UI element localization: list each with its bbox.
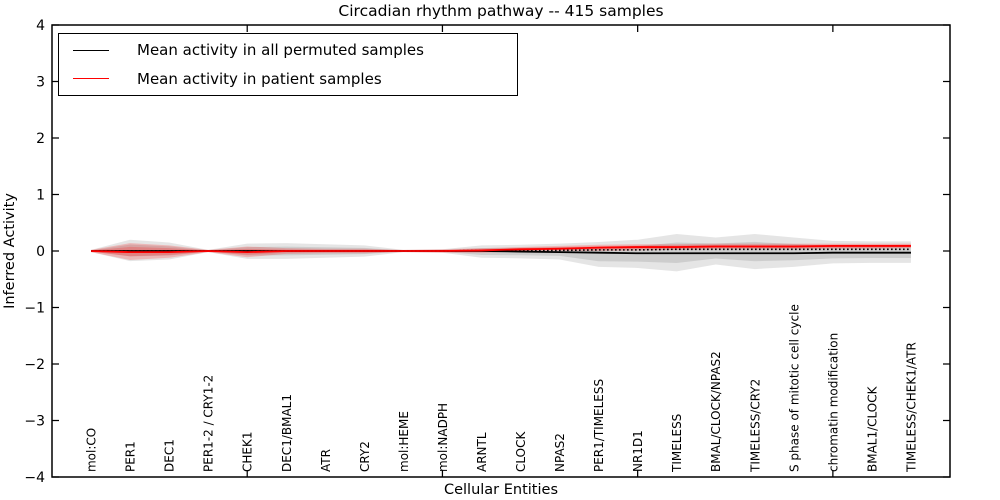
tick-label-layer: −4 −3 −2 −1 0 1 2 3 4 [24, 18, 45, 486]
entity-label: NR1D1 [631, 430, 645, 472]
entity-label: ARNTL [475, 432, 489, 472]
y-tick-label: −3 [24, 414, 45, 430]
entity-label: PER1/TIMELESS [592, 379, 606, 472]
entity-label-layer: mol:CO PER1 DEC1 PER1-2 / CRY1-2 CHEK1 DEC1/B… [85, 304, 919, 473]
y-tick-label: 1 [36, 188, 45, 204]
entity-label: mol:HEME [397, 411, 411, 472]
entity-label: ATR [319, 449, 333, 472]
entity-label: mol:CO [85, 428, 99, 472]
entity-label: chromatin modification [826, 333, 840, 472]
entity-label: DEC1 [163, 439, 177, 472]
entity-label: DEC1/BMAL1 [280, 394, 294, 472]
legend-box: Mean activity in all permuted samples Me… [58, 33, 518, 96]
legend-line-permuted-icon [73, 49, 109, 51]
entity-label: CRY2 [358, 441, 372, 472]
entity-label: BMAL1/CLOCK [865, 385, 879, 472]
entity-label: TIMELESS/CHEK1/ATR [904, 342, 918, 473]
legend-line-patient-icon [73, 78, 109, 80]
legend-label-permuted: Mean activity in all permuted samples [137, 41, 424, 60]
entity-label: BMAL/CLOCK/NPAS2 [709, 351, 723, 472]
entity-label: PER1-2 / CRY1-2 [202, 375, 216, 472]
entity-label: CHEK1 [241, 432, 255, 473]
entity-label: S phase of mitotic cell cycle [787, 304, 801, 472]
entity-label: TIMELESS/CRY2 [748, 379, 762, 473]
y-tick-label: 4 [36, 18, 45, 34]
y-tick-label: −2 [24, 357, 45, 373]
y-tick-label: 2 [36, 131, 45, 147]
entity-label: NPAS2 [553, 433, 567, 472]
y-tick-label: 0 [36, 244, 45, 260]
entity-label: TIMELESS [670, 414, 684, 473]
legend-label-patient: Mean activity in patient samples [137, 69, 382, 88]
entity-label: PER1 [124, 441, 138, 472]
legend-entry-permuted: Mean activity in all permuted samples [73, 36, 517, 65]
line-layer [91, 245, 911, 255]
axes-layer [51, 24, 951, 478]
y-axis-label: Inferred Activity [2, 193, 18, 309]
entity-label: mol:NADPH [436, 403, 450, 472]
x-axis-label: Cellular Entities [444, 482, 558, 498]
patient-mean-line [91, 245, 911, 254]
chart-title: Circadian rhythm pathway -- 415 samples [338, 2, 663, 20]
y-tick-label: 3 [36, 75, 45, 91]
permuted-activity-range-outer [91, 234, 911, 272]
entity-label: CLOCK [514, 431, 528, 472]
legend-entry-patient: Mean activity in patient samples [73, 65, 517, 94]
y-tick-label: −1 [24, 301, 45, 317]
y-tick-label: −4 [24, 470, 45, 486]
